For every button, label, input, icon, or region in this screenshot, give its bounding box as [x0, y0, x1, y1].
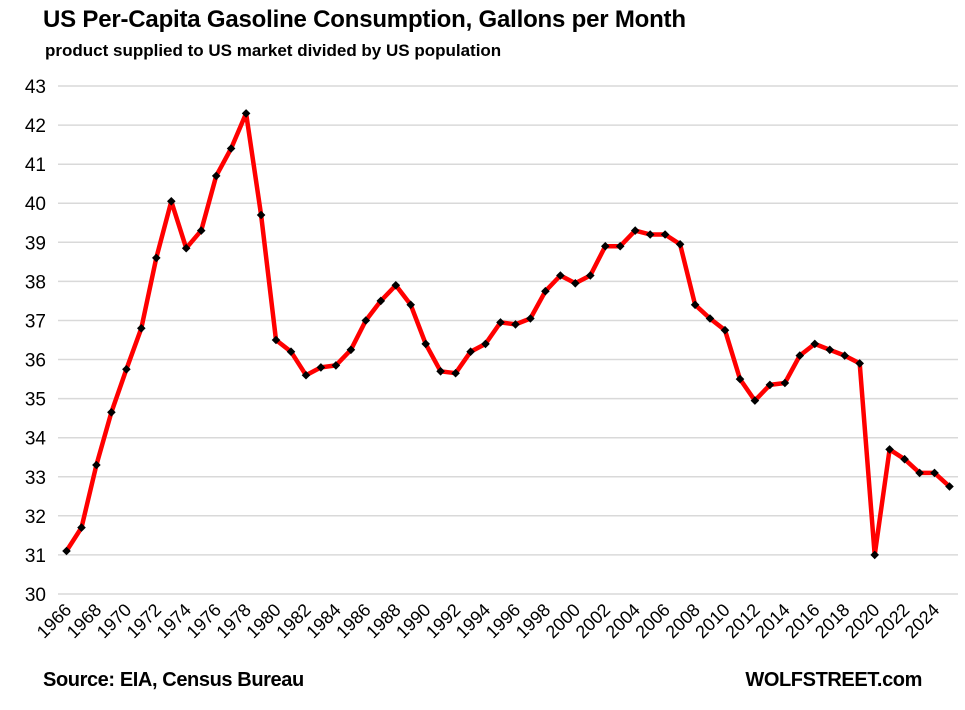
footer: Source: EIA, Census Bureau WOLFSTREET.co…	[43, 669, 922, 692]
data-point-marker	[107, 408, 116, 417]
data-point-marker	[885, 445, 894, 454]
data-point-marker	[690, 300, 700, 310]
chart-subtitle: product supplied to US market divided by…	[45, 41, 502, 60]
data-point-marker	[181, 243, 191, 253]
data-point-marker	[810, 339, 820, 349]
y-axis-tick-label: 43	[25, 77, 46, 98]
data-point-marker	[630, 226, 640, 235]
data-point-marker	[241, 109, 251, 118]
chart-title: US Per-Capita Gasoline Consumption, Gall…	[43, 6, 686, 33]
data-point-marker	[481, 339, 490, 349]
brand-wordmark: WOLFSTREET.com	[745, 669, 922, 691]
data-point-marker	[286, 347, 296, 356]
data-point-marker	[511, 320, 520, 329]
data-point-marker	[77, 523, 86, 532]
data-point-marker	[496, 318, 505, 327]
series-line	[64, 111, 952, 558]
data-point-marker	[526, 314, 535, 323]
y-axis-tick-label: 34	[25, 429, 47, 450]
data-point-marker	[122, 365, 131, 374]
data-point-marker	[855, 359, 864, 368]
source-note: Source: EIA, Census Bureau	[43, 669, 304, 691]
y-axis-tick-label: 33	[25, 468, 46, 489]
data-point-marker	[750, 396, 760, 405]
data-point-marker	[451, 368, 460, 378]
x-axis-tick-label: 2024	[901, 600, 943, 642]
data-point-marker	[256, 210, 266, 220]
data-point-marker	[780, 378, 790, 388]
data-point-marker	[795, 351, 805, 360]
data-point-marker	[346, 345, 356, 355]
data-point-marker	[226, 144, 236, 153]
data-point-marker	[825, 345, 835, 355]
data-point-marker	[945, 482, 954, 491]
data-point-marker	[331, 361, 341, 370]
data-point-marker	[421, 339, 430, 349]
data-point-marker	[840, 351, 849, 360]
data-point-marker	[196, 226, 206, 235]
y-axis-tick-label: 38	[25, 272, 46, 293]
data-point-marker	[571, 279, 580, 288]
data-point-marker	[645, 230, 655, 239]
data-point-marker	[870, 550, 879, 560]
data-point-marker	[391, 281, 401, 290]
plot-area: 3031323334353637383940414243196619681970…	[25, 77, 958, 642]
y-axis-tick-label: 36	[25, 351, 46, 372]
data-point-marker	[436, 367, 445, 376]
data-point-marker	[376, 296, 386, 306]
y-axis-tick-label: 42	[25, 116, 46, 137]
data-point-marker	[660, 230, 670, 239]
data-point-marker	[765, 380, 775, 390]
data-point-marker	[301, 370, 311, 380]
data-point-marker	[211, 171, 221, 181]
data-point-marker	[152, 253, 161, 263]
data-point-marker	[62, 546, 71, 556]
y-axis-tick-label: 40	[25, 194, 46, 215]
data-point-marker	[900, 454, 909, 464]
data-point-marker	[137, 324, 146, 333]
y-axis-tick-label: 31	[25, 546, 46, 567]
data-point-marker	[271, 335, 281, 345]
data-point-marker	[930, 468, 939, 478]
data-point-marker	[316, 363, 326, 372]
data-point-marker	[586, 271, 595, 280]
data-point-marker	[92, 460, 101, 470]
data-point-marker	[720, 325, 730, 335]
y-axis-tick-label: 37	[25, 312, 46, 333]
y-axis-tick-label: 35	[25, 390, 46, 411]
data-point-marker	[167, 197, 176, 206]
y-axis-tick-label: 39	[25, 233, 46, 254]
data-point-marker	[466, 347, 475, 356]
data-point-marker	[361, 316, 371, 325]
data-point-marker	[915, 468, 924, 478]
data-point-marker	[675, 240, 685, 249]
data-point-marker	[735, 374, 745, 384]
y-axis-tick-label: 41	[25, 155, 46, 176]
data-point-marker	[601, 241, 610, 251]
data-point-marker	[705, 314, 715, 323]
data-point-marker	[541, 286, 550, 296]
data-point-marker	[615, 241, 625, 251]
y-axis-tick-label: 30	[25, 585, 46, 606]
data-point-marker	[406, 300, 415, 310]
data-point-marker	[556, 271, 565, 280]
y-axis-tick-label: 32	[25, 507, 46, 528]
